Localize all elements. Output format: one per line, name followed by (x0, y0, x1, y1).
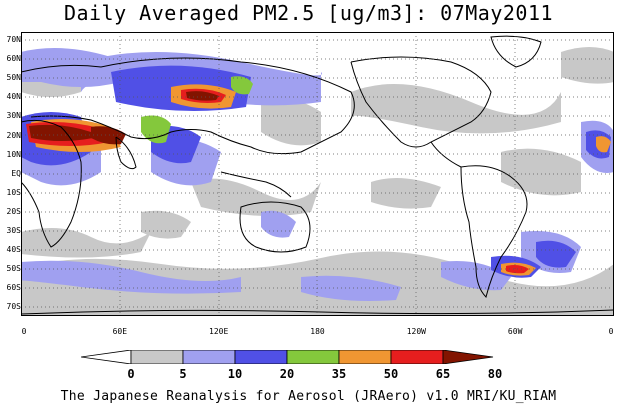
colorbar-level-label: 50 (383, 367, 399, 381)
colorbar-low-arrow (81, 350, 132, 364)
lat-label: 20S (6, 206, 21, 216)
lat-label: 40S (6, 245, 21, 255)
lon-label: 60E (112, 327, 128, 336)
lat-label: 10N (6, 149, 21, 159)
lon-label: 120E (209, 327, 229, 336)
colorbar-level-label: 35 (331, 367, 347, 381)
lat-label: 30N (6, 111, 21, 121)
lon-label: 0 (608, 327, 614, 336)
pm25-level-above-80 (29, 91, 219, 145)
colorbar-level-label: 5 (179, 367, 187, 381)
colorbar-level-label: 20 (279, 367, 295, 381)
lat-label: 40N (6, 92, 21, 102)
colorbar-level-label: 0 (127, 367, 135, 381)
lat-label: 70N (6, 35, 21, 44)
lat-label: 70S (6, 302, 21, 312)
colorbar-segment (234, 350, 288, 364)
colorbar-segment (338, 350, 392, 364)
coastlines (21, 35, 614, 315)
lat-label: 10S (6, 187, 21, 197)
colorbar (81, 350, 494, 364)
colorbar-segment (390, 350, 444, 364)
lon-label: 0 (21, 327, 27, 336)
colorbar-level-label: 80 (487, 367, 503, 381)
lat-label: 60S (6, 283, 21, 293)
lat-label: 50N (6, 73, 21, 83)
lon-label: 180 (310, 327, 325, 336)
colorbar-level-label: 10 (227, 367, 243, 381)
chart-title: Daily Averaged PM2.5 [ug/m3]: 07May2011 (63, 1, 554, 25)
colorbar-segment (286, 350, 340, 364)
lon-label: 60W (507, 327, 523, 336)
lat-label: EQ (11, 168, 21, 178)
lon-label: 120W (406, 327, 426, 336)
lat-label: 30S (6, 226, 21, 235)
colorbar-level-label: 65 (435, 367, 451, 381)
footer-credit: The Japanese Reanalysis for Aerosol (JRA… (60, 389, 557, 404)
lat-label: 20N (6, 130, 21, 140)
graticule (21, 32, 614, 316)
lat-label: 60N (6, 54, 21, 64)
map-frame (21, 32, 614, 316)
colorbar-segment (130, 350, 184, 364)
colorbar-high-arrow (442, 350, 494, 364)
pm25-map (21, 32, 614, 316)
colorbar-segment (182, 350, 236, 364)
lat-label: 50S (6, 264, 21, 274)
